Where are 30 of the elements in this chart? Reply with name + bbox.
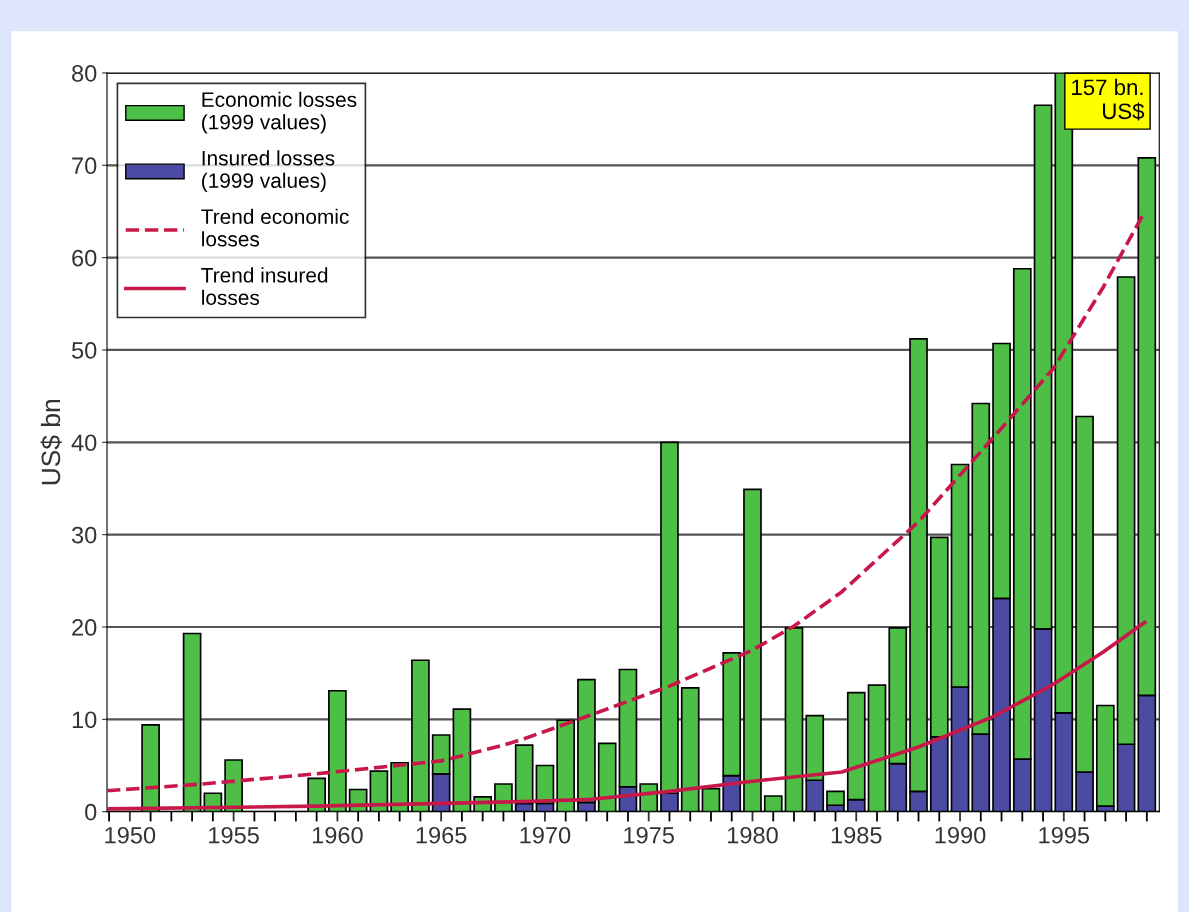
bar <box>1095 704 1115 807</box>
x-tick-label: 1955 <box>209 826 259 844</box>
bar <box>328 689 347 812</box>
x-tick-label: 1950 <box>105 826 156 844</box>
y-tick-label: 50 <box>71 342 97 359</box>
bar <box>743 488 762 812</box>
y-tick-label: 10 <box>72 711 97 729</box>
x-tick-label: 1965 <box>416 826 467 844</box>
legend-label: Trend insured losses <box>201 267 328 306</box>
x-tick-label: 1975 <box>624 826 674 844</box>
x-tick-label: 1985 <box>831 826 882 844</box>
line-series <box>107 620 1147 811</box>
annotation: 157 bn. US$ <box>1072 78 1145 121</box>
legend-label: Economic losses (1999 values) <box>202 91 357 134</box>
y-tick-label: 80 <box>72 65 97 82</box>
x-tick-label: 1995 <box>1039 826 1090 844</box>
y-tick-label: 40 <box>71 434 97 452</box>
y-tick-label: 60 <box>72 249 97 267</box>
x-tick-label: 1980 <box>728 826 778 844</box>
y-tick-label: 70 <box>72 157 97 175</box>
y-tick-label: 20 <box>72 619 97 636</box>
x-tick-label: 1970 <box>520 826 571 844</box>
legend-label: Trend economic losses <box>201 208 349 247</box>
legend-label: Insured losses (1999 values) <box>202 150 335 193</box>
bar <box>826 790 845 807</box>
y-tick-label: 0 <box>85 803 97 821</box>
y-axis-title: US$ bn <box>40 400 62 485</box>
x-tick-label: 1990 <box>935 826 986 844</box>
x-tick-label: 1960 <box>312 826 363 844</box>
y-tick-label: 30 <box>71 526 97 544</box>
